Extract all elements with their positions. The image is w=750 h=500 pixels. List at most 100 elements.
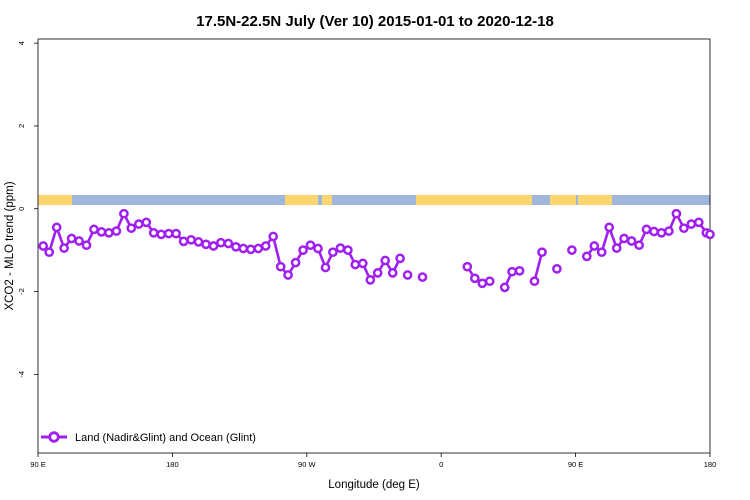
data-point — [484, 276, 495, 287]
data-point — [104, 227, 114, 238]
data-point — [283, 270, 293, 280]
data-point — [589, 241, 600, 251]
land-band-segment — [322, 195, 332, 205]
land-band-segment — [550, 195, 576, 205]
x-axis-label: Longitude (deg E) — [328, 479, 420, 491]
land-band-segment — [285, 195, 318, 205]
land-band-segment — [578, 195, 612, 205]
data-point — [350, 259, 361, 270]
data-point — [380, 255, 391, 266]
x-tick-label: 90 W — [298, 460, 316, 469]
data-point — [507, 266, 517, 277]
data-point — [372, 268, 383, 278]
data-point — [581, 251, 592, 262]
data-point — [208, 241, 219, 251]
legend-label: Land (Nadir&Glint) and Ocean (Glint) — [75, 432, 256, 444]
data-point — [126, 223, 137, 234]
data-point — [178, 236, 189, 247]
data-point — [231, 241, 241, 252]
data-point — [275, 261, 286, 272]
data-point — [171, 228, 181, 239]
data-point — [462, 261, 473, 272]
data-point — [529, 276, 540, 287]
data-point — [477, 278, 488, 289]
data-point — [552, 263, 562, 274]
data-point — [313, 243, 323, 254]
ocean-band — [38, 195, 710, 205]
data-point — [679, 223, 689, 234]
data-point — [335, 243, 346, 253]
data-point — [626, 236, 637, 246]
data-point — [96, 227, 107, 237]
series-line-segment — [533, 251, 544, 282]
data-point — [604, 222, 615, 233]
data-point — [298, 245, 308, 255]
x-tick-label: 90 E — [568, 460, 583, 469]
legend-marker-swatch — [48, 431, 60, 443]
y-axis-label: XCO2 - MLO trend (ppm) — [4, 181, 16, 310]
data-point — [238, 243, 249, 254]
data-point — [641, 224, 652, 235]
land-ocean-band — [38, 195, 710, 205]
data-point — [649, 226, 659, 237]
data-point — [201, 239, 211, 250]
data-point — [260, 241, 271, 251]
plot-frame — [37, 38, 711, 454]
data-point — [193, 237, 204, 247]
data-point — [664, 226, 674, 236]
land-band-segment — [38, 195, 72, 205]
data-point — [119, 208, 129, 219]
data-point — [402, 270, 413, 280]
legend: Land (Nadir&Glint) and Ocean (Glint) — [41, 431, 256, 444]
chart-title: 17.5N-22.5N July (Ver 10) 2015-01-01 to … — [196, 13, 554, 30]
data-point — [634, 240, 644, 251]
data-point — [357, 258, 368, 269]
data-point — [141, 217, 152, 228]
data-point — [305, 240, 316, 251]
data-point — [66, 233, 77, 244]
data-point — [343, 245, 353, 255]
data-point — [38, 241, 49, 251]
data-point — [163, 228, 174, 239]
data-point — [567, 245, 577, 255]
y-tick-label: 0 — [17, 207, 26, 211]
data-point — [148, 227, 159, 238]
land-band-segment — [416, 195, 532, 205]
data-point — [611, 243, 622, 253]
y-tick-label: -4 — [17, 371, 26, 378]
data-point — [320, 262, 331, 273]
data-point — [619, 233, 629, 244]
data-point — [686, 219, 697, 229]
x-tick-label: 180 — [704, 460, 717, 469]
data-point — [59, 243, 69, 253]
data-point — [514, 265, 525, 276]
data-point — [693, 217, 704, 228]
data-point — [499, 282, 510, 293]
data-point — [111, 226, 122, 236]
data-point — [253, 243, 264, 254]
data-point — [328, 247, 338, 258]
data-point — [537, 247, 547, 258]
data-point — [395, 253, 405, 264]
data-point — [268, 231, 279, 242]
data-point — [81, 240, 92, 251]
x-axis-ticks: 90 E 180 90 W 0 90 E 180 — [30, 453, 716, 469]
x-tick-label: 90 E — [30, 460, 45, 469]
data-point — [387, 268, 398, 278]
data-point — [417, 272, 428, 282]
plot-area — [38, 39, 710, 453]
data-point — [216, 237, 226, 248]
data-point — [186, 234, 196, 245]
x-tick-label: 180 — [166, 460, 179, 469]
y-tick-label: 2 — [17, 124, 26, 128]
data-point — [51, 222, 62, 233]
data-point — [156, 229, 167, 240]
y-tick-label: 4 — [17, 41, 26, 45]
data-point — [469, 273, 480, 284]
data-point — [290, 257, 301, 268]
data-point — [656, 227, 667, 238]
data-point — [705, 229, 715, 240]
series-layer — [38, 208, 715, 293]
data-point — [74, 236, 84, 246]
